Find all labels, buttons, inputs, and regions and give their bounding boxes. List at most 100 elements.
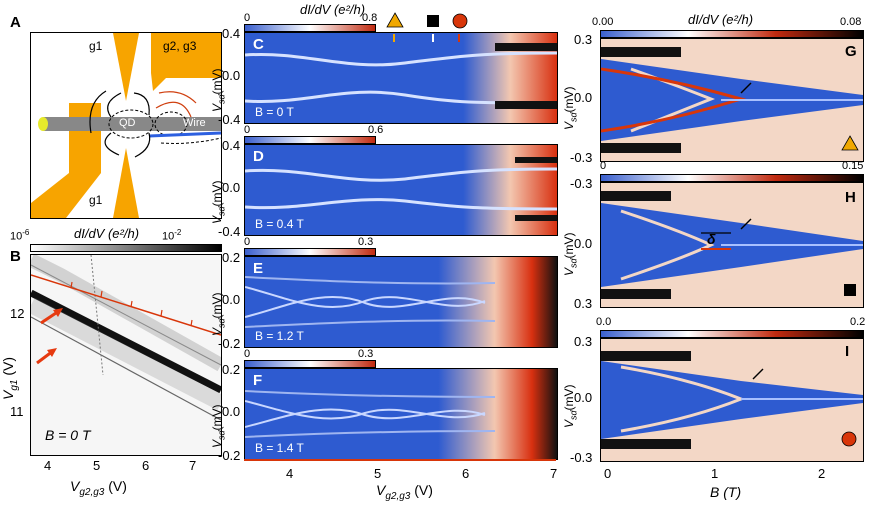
panel-f-plot: F B = 1.4 T: [244, 368, 558, 460]
panel-i-label: I: [845, 343, 850, 360]
panel-d-label: D: [253, 148, 264, 165]
panel-b-cbar-min: 10-6: [10, 228, 30, 243]
panel-i-plot: I: [600, 338, 864, 462]
panel-g-label: G: [845, 43, 857, 60]
panel-c-ytick: 0.4: [222, 26, 241, 41]
panel-i-ytick: 0.3: [574, 334, 593, 349]
triangle-icon: [841, 135, 859, 151]
panel-g-cbar-min: 0.00: [592, 16, 614, 28]
panel-b-ytick: 11: [10, 404, 24, 419]
label-qd: QD: [119, 117, 136, 129]
mid-xlabel: Vg2,g3 (V): [376, 482, 433, 502]
panel-b-colorbar: [30, 244, 222, 252]
label-g1-bottom: g1: [89, 193, 103, 207]
label-wire: Wire: [183, 117, 206, 129]
panel-f-field: B = 1.4 T: [255, 441, 304, 455]
panel-h-plot: H δ: [600, 182, 864, 308]
mid-xtick: 4: [286, 466, 294, 481]
panel-f-ytick: -0.2: [218, 448, 241, 463]
panel-e-plot: E B = 1.2 T: [244, 256, 558, 348]
panel-e-ytick: 0.0: [222, 292, 241, 307]
label-g2-g3: g2, g3: [163, 39, 197, 53]
right-xlabel: B (T): [710, 484, 742, 500]
panel-c-ylabel: Vsd(mV): [210, 68, 227, 112]
mid-x-axis: [244, 459, 556, 461]
right-cbar-title: dI/dV (e²/h): [688, 12, 754, 27]
panel-g-ylabel: Vsd(mV): [562, 86, 579, 130]
panel-b-ytick: 12: [10, 306, 25, 321]
mid-cbar-title: dI/dV (e²/h): [300, 2, 366, 17]
panel-d-colorbar: [244, 136, 376, 144]
panel-h-colorbar: [600, 174, 864, 182]
panel-h-cbar-max: 0.15: [842, 160, 864, 172]
panel-f-ytick: 0.2: [222, 362, 241, 377]
panel-d-ytick: 0.0: [222, 180, 241, 195]
panel-c-colorbar: [244, 24, 376, 32]
panel-c-cbar-min: 0: [244, 12, 251, 24]
circle-icon: [841, 431, 857, 447]
delta-label: δ: [707, 231, 716, 247]
panel-i-cbar-min: 0.0: [596, 316, 612, 328]
panel-f-ytick: 0.0: [222, 404, 241, 419]
square-icon: [427, 15, 439, 27]
panel-e-ylabel: Vsd(mV): [210, 292, 227, 336]
panel-h-ylabel: Vsd(mV): [562, 232, 579, 276]
panel-e-cbar-max: 0.3: [358, 236, 374, 248]
panel-b-ylabel: Vg1 (V): [0, 356, 20, 400]
panel-g-cbar-max: 0.08: [840, 16, 862, 28]
panel-b-xtick: 7: [189, 458, 197, 473]
panel-g-ytick: -0.3: [570, 150, 593, 165]
panel-c-cbar-max: 0.8: [362, 12, 378, 24]
mid-xtick: 6: [462, 466, 470, 481]
panel-g-ytick: 0.3: [574, 32, 593, 47]
panel-label-b: B: [10, 248, 21, 265]
panel-b-xtick: 6: [142, 458, 150, 473]
panel-f-cbar-max: 0.3: [358, 348, 374, 360]
panel-i-colorbar: [600, 330, 864, 338]
panel-f-colorbar: [244, 360, 376, 368]
label-g1-top: g1: [89, 39, 103, 53]
panel-g-ytick: 0.0: [574, 90, 593, 105]
panel-b-cbar-title: dI/dV (e²/h): [74, 226, 140, 241]
panel-e-cbar-min: 0: [244, 236, 251, 248]
red-tick: [458, 34, 460, 42]
panel-i-ytick: 0.0: [574, 390, 593, 405]
panel-b-xtick: 4: [44, 458, 52, 473]
panel-b-plot: B = 0 T: [30, 254, 222, 456]
panel-d-ytick: -0.4: [218, 224, 241, 239]
black-tick: [432, 34, 434, 42]
panel-d-cbar-min: 0: [244, 124, 251, 136]
panel-i-ytick: -0.3: [570, 450, 593, 465]
panel-f-ylabel: Vsd(mV): [210, 404, 227, 448]
panel-h-ytick: -0.3: [570, 176, 593, 191]
panel-i-xtick: 2: [818, 466, 826, 481]
panel-c-ytick: 0.0: [222, 68, 241, 83]
panel-d-plot: D B = 0.4 T: [244, 144, 558, 236]
panel-e-label: E: [253, 260, 264, 277]
panel-f-label: F: [253, 372, 263, 389]
panel-e-ytick: -0.2: [218, 336, 241, 351]
panel-b-cbar-max: 10-2: [162, 228, 182, 243]
panel-g-plot: G: [600, 38, 864, 162]
device-schematic: g1 g2, g3 QD Wire g1: [30, 32, 222, 219]
panel-label-a: A: [10, 14, 21, 31]
panel-h-cbar-min: 0: [600, 160, 607, 172]
panel-c-ytick: -0.4: [218, 112, 241, 127]
panel-b-xtick: 5: [93, 458, 101, 473]
panel-e-field: B = 1.2 T: [255, 329, 304, 343]
panel-d-field: B = 0.4 T: [255, 217, 304, 231]
panel-h-ytick: 0.3: [574, 296, 593, 311]
panel-i-xtick: 0: [604, 466, 612, 481]
panel-h-label: H: [845, 189, 856, 206]
panel-c-plot: C B = 0 T: [244, 32, 558, 124]
panel-d-ytick: 0.4: [222, 138, 241, 153]
panel-i-ylabel: Vsd(mV): [562, 384, 579, 428]
circle-icon: [452, 13, 468, 29]
panel-g-colorbar: [600, 30, 864, 38]
square-icon: [844, 284, 856, 296]
mid-xtick: 7: [550, 466, 558, 481]
panel-b-field-label: B = 0 T: [45, 427, 91, 443]
orange-tick: [393, 34, 395, 42]
panel-d-cbar-max: 0.6: [368, 124, 384, 136]
panel-f-cbar-min: 0: [244, 348, 251, 360]
